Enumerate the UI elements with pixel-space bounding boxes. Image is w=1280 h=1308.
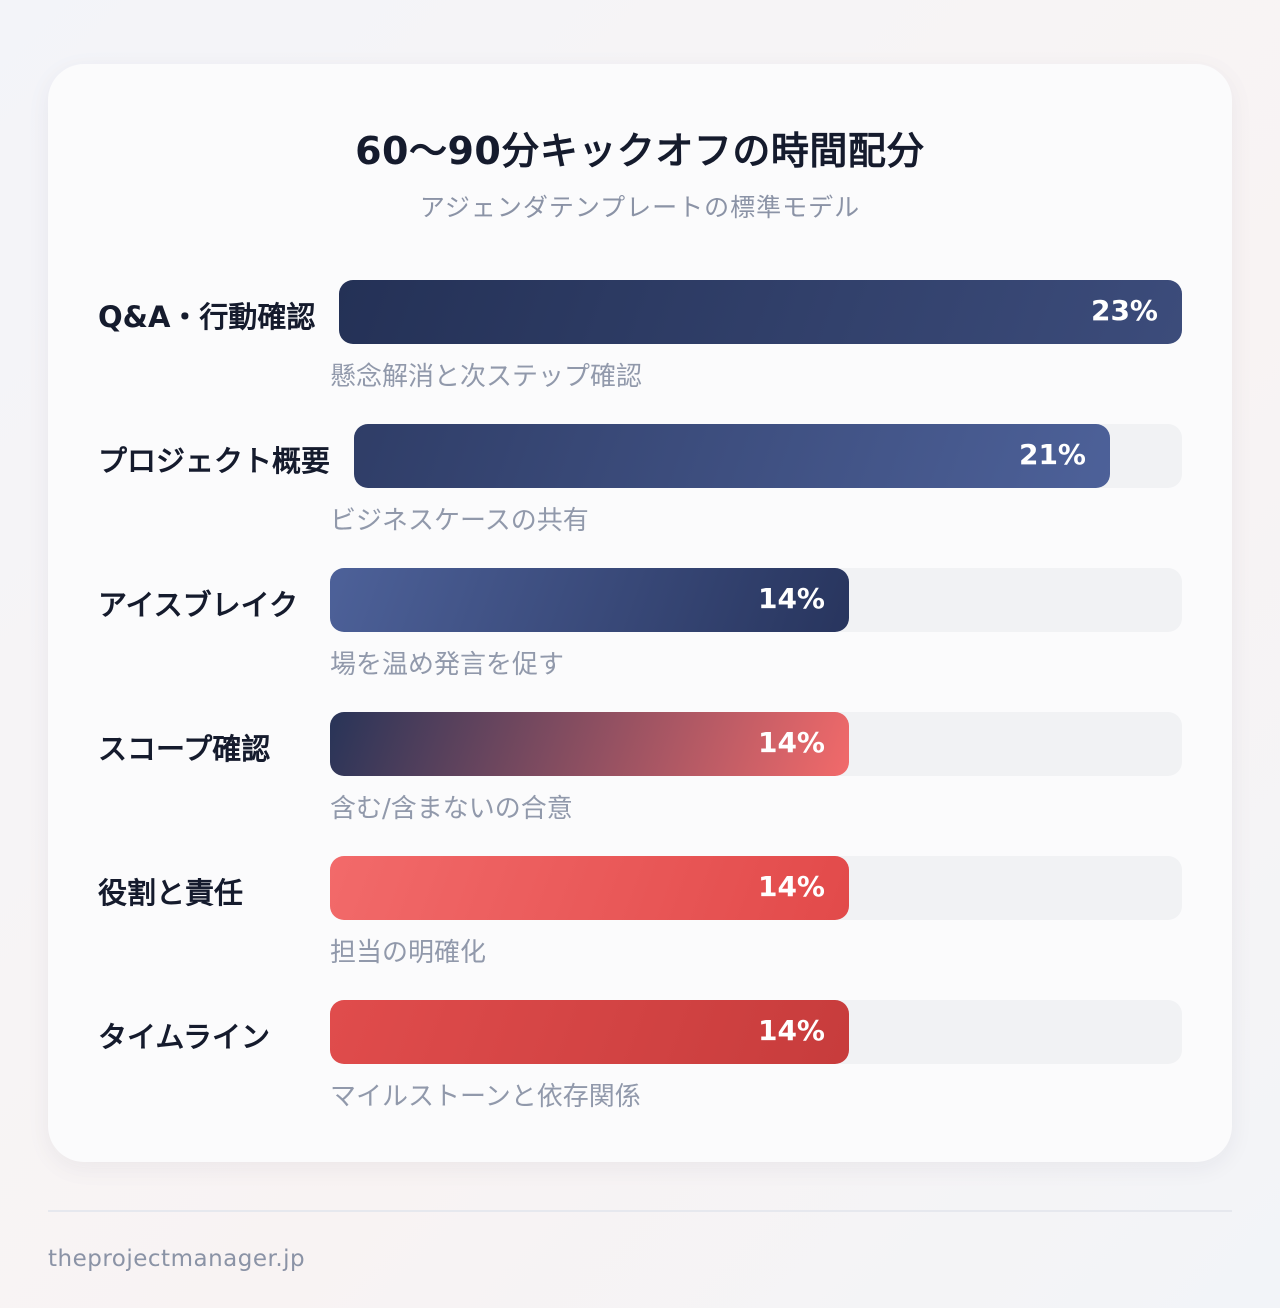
chart-subtitle: アジェンダテンプレートの標準モデル <box>419 193 861 222</box>
bar: 23% <box>339 280 1182 344</box>
bar-row: アイスブレイク 14% 場を温め発言を促す <box>48 568 1232 688</box>
bar-row: タイムライン 14% マイルストーンと依存関係 <box>48 1000 1232 1120</box>
data-label: 14% <box>757 870 825 903</box>
category-label: タイムライン <box>98 1020 270 1054</box>
category-description: ビジネスケースの共有 <box>330 506 589 536</box>
category-description: 含む/含まないの合意 <box>330 794 573 824</box>
bar-track: 21% <box>354 424 1182 488</box>
bar: 14% <box>330 568 849 632</box>
bar-track: 14% <box>330 1000 1182 1064</box>
bar-track: 14% <box>330 856 1182 920</box>
bar-row: プロジェクト概要 21% ビジネスケースの共有 <box>48 424 1232 544</box>
data-label: 14% <box>757 726 825 759</box>
data-label: 14% <box>757 582 825 615</box>
bar-row: 役割と責任 14% 担当の明確化 <box>48 856 1232 976</box>
bar-track: 14% <box>330 712 1182 776</box>
bar: 21% <box>354 424 1110 488</box>
bar-track: 14% <box>330 568 1182 632</box>
category-description: 場を温め発言を促す <box>330 650 565 680</box>
bar: 14% <box>330 856 849 920</box>
bar-track: 23% <box>339 280 1182 344</box>
chart-card: 60〜90分キックオフの時間配分 アジェンダテンプレートの標準モデル Q&A・行… <box>48 64 1232 1162</box>
category-description: 担当の明確化 <box>330 938 487 968</box>
category-label: アイスブレイク <box>98 588 299 622</box>
data-label: 21% <box>1018 438 1086 471</box>
bar-row: Q&A・行動確認 23% 懸念解消と次ステップ確認 <box>48 280 1232 400</box>
bar-row: スコープ確認 14% 含む/含まないの合意 <box>48 712 1232 832</box>
data-label: 14% <box>757 1014 825 1047</box>
source-credit: theprojectmanager.jp <box>48 1246 306 1272</box>
category-description: マイルストーンと依存関係 <box>330 1082 641 1112</box>
bar: 14% <box>330 1000 849 1064</box>
category-label: 役割と責任 <box>98 876 244 910</box>
category-label: Q&A・行動確認 <box>98 300 316 334</box>
category-label: プロジェクト概要 <box>98 444 331 478</box>
chart-title: 60〜90分キックオフの時間配分 <box>355 129 925 173</box>
data-label: 23% <box>1090 294 1158 327</box>
category-label: スコープ確認 <box>98 732 271 766</box>
bar: 14% <box>330 712 849 776</box>
category-description: 懸念解消と次ステップ確認 <box>330 362 643 392</box>
footer-divider <box>48 1210 1232 1212</box>
